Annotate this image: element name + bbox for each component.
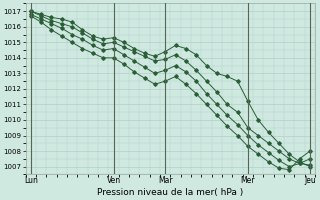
X-axis label: Pression niveau de la mer( hPa ): Pression niveau de la mer( hPa ): [97, 188, 244, 197]
